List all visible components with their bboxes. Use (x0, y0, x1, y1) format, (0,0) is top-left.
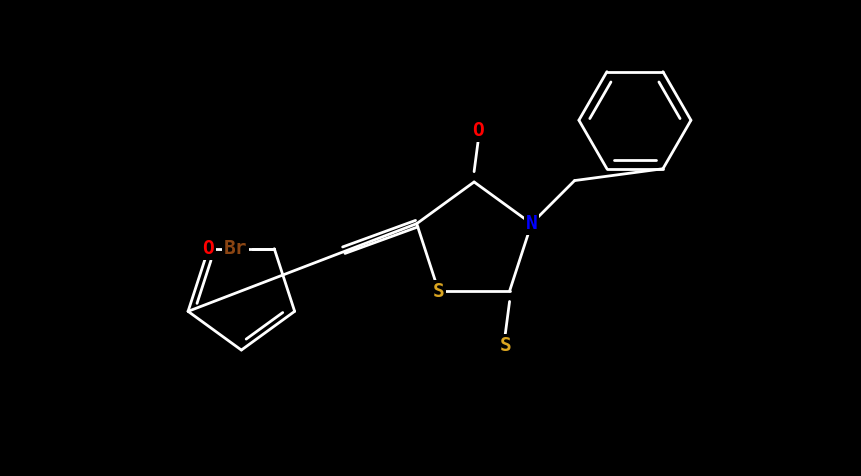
Text: O: O (472, 121, 484, 140)
Text: S: S (432, 282, 444, 301)
Text: Br: Br (224, 239, 247, 258)
Text: S: S (499, 336, 511, 355)
Text: N: N (525, 214, 536, 233)
Text: O: O (202, 239, 214, 258)
